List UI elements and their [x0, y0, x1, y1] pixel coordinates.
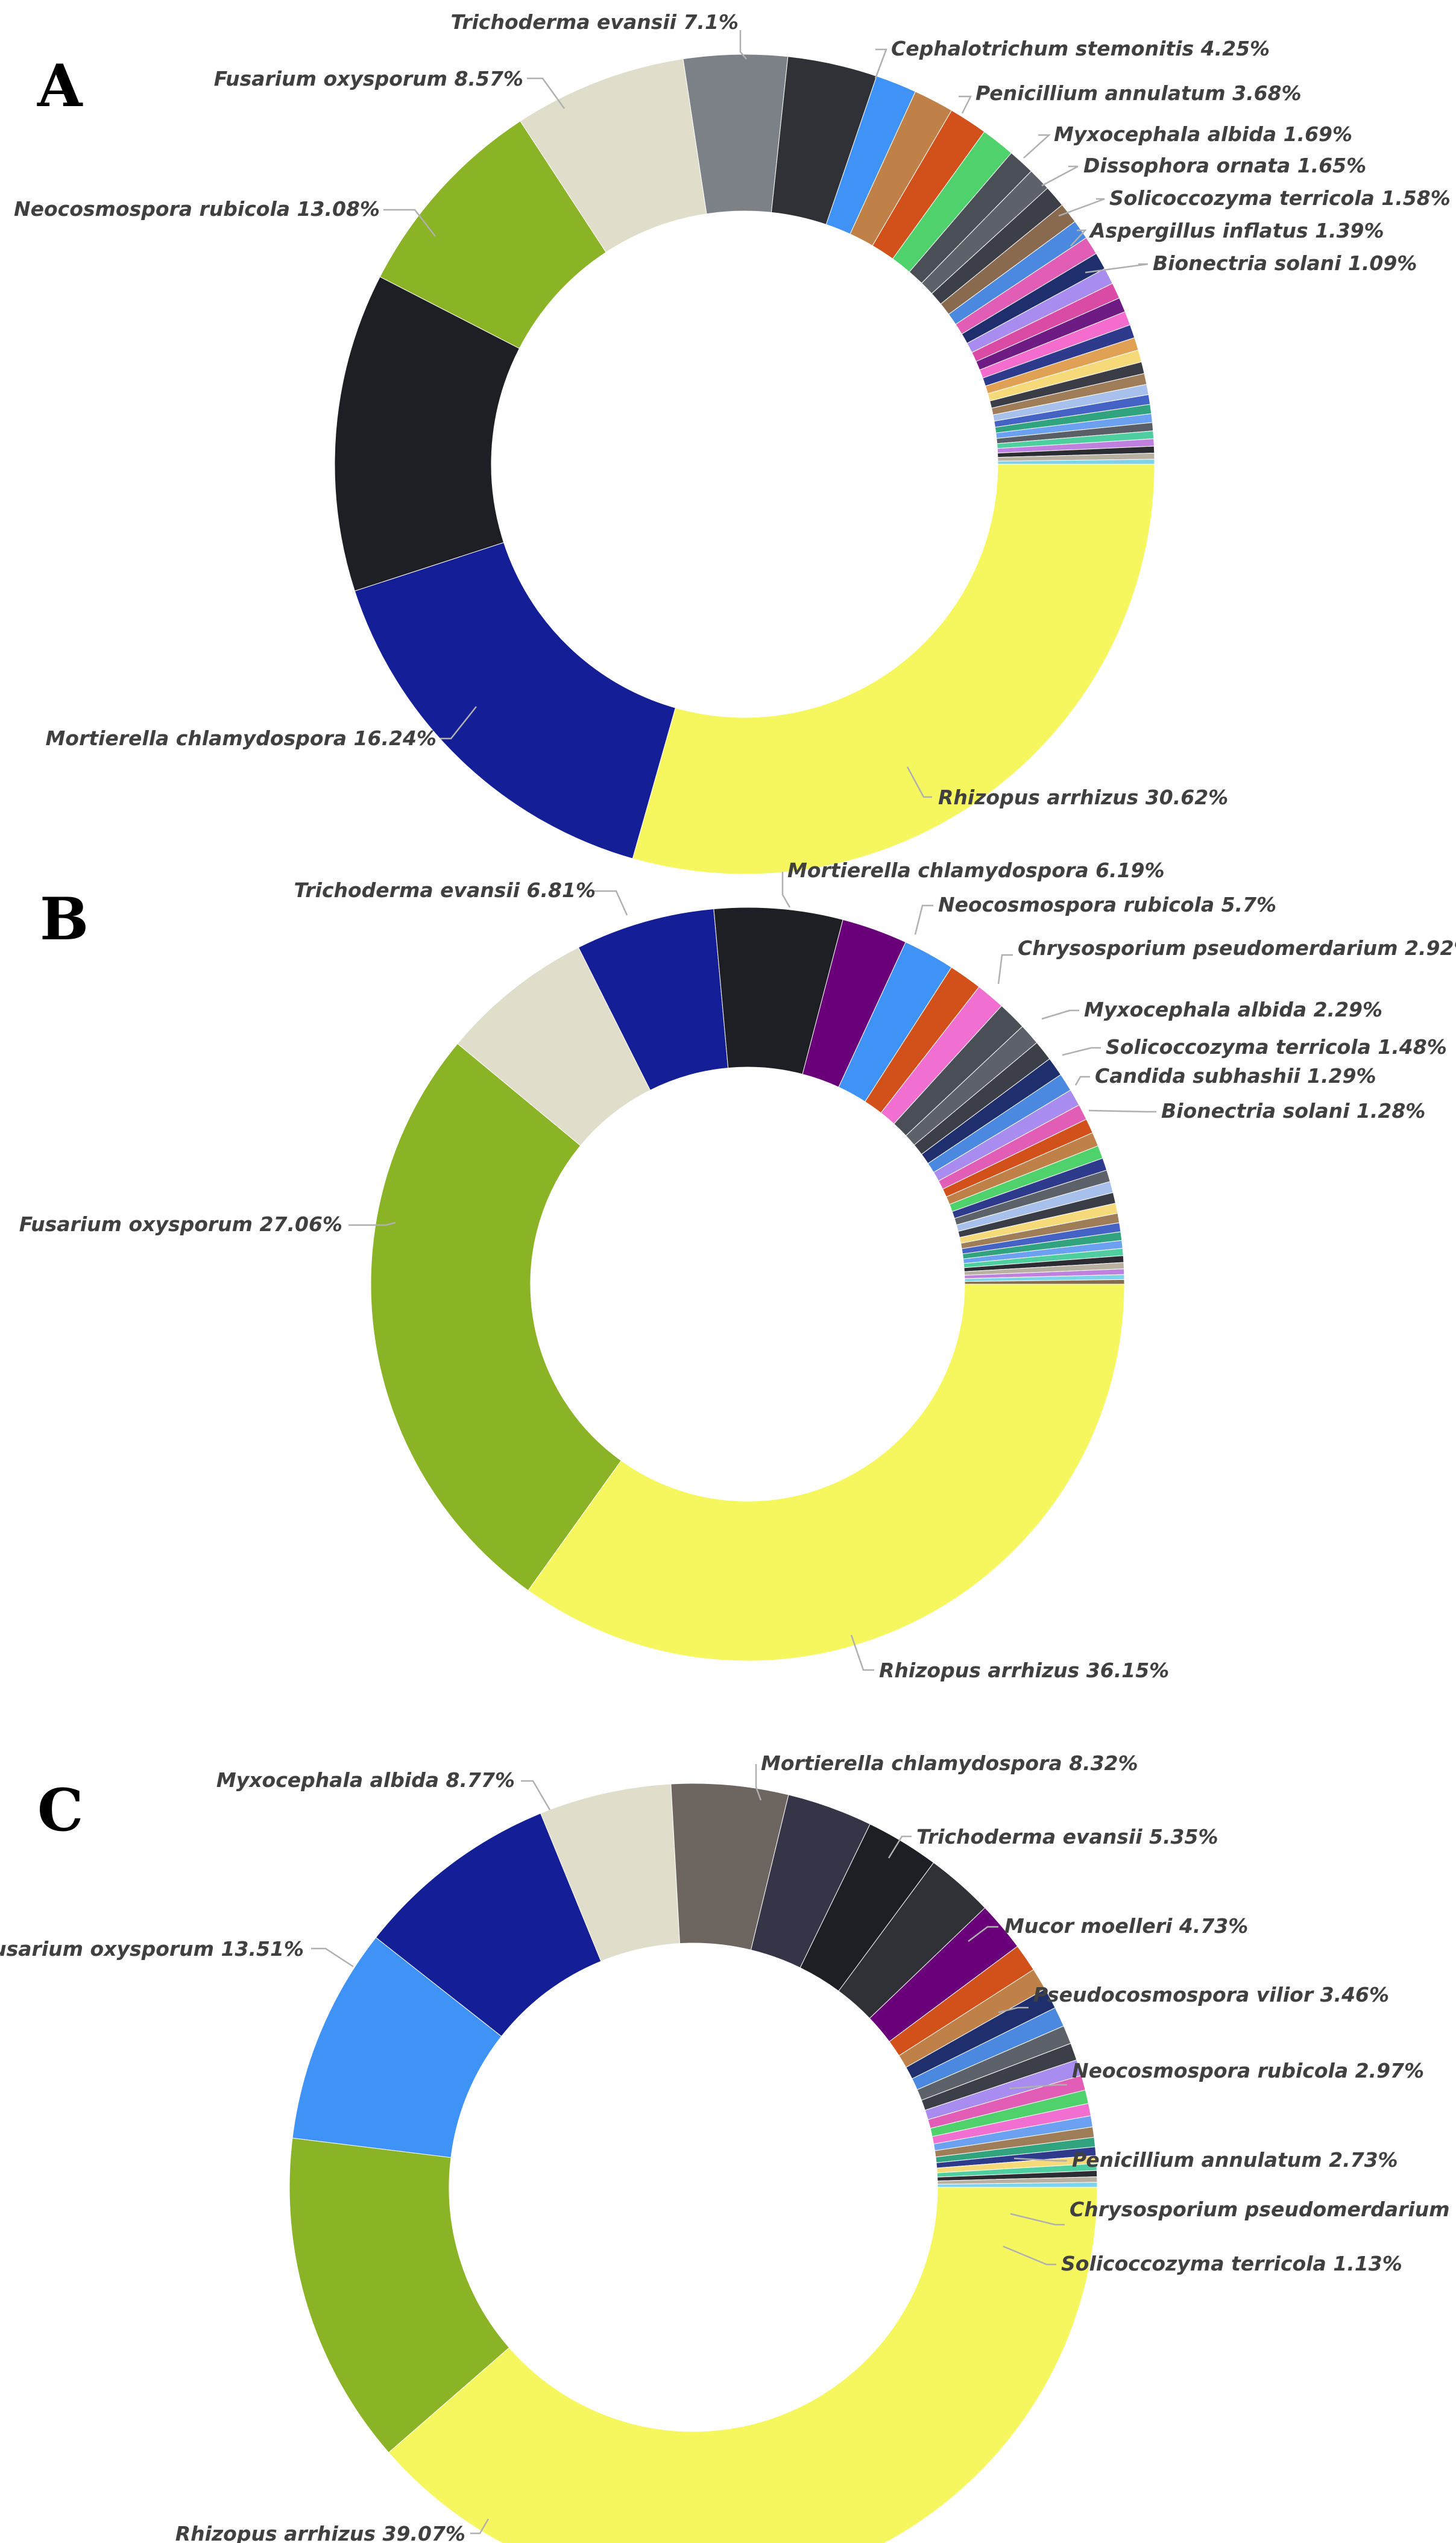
panel-letter-b: B	[40, 885, 89, 953]
leader-line	[1041, 1009, 1079, 1020]
slice-label: Rhizopus arrhizus 36.15%	[879, 1659, 1169, 1682]
panel-a-donut-hole	[491, 211, 998, 717]
leader-line	[527, 77, 566, 109]
leader-line	[440, 706, 477, 740]
slice-label: Mortierella chlamydospora 16.24%	[45, 726, 436, 750]
slice-label: Mortierella chlamydospora 6.19%	[787, 859, 1165, 882]
slice-label: Rhizopus arrhizus 30.62%	[938, 786, 1228, 809]
slice-label: Mucor moelleri 4.73%	[1004, 1914, 1248, 1938]
slice-label: Trichoderma evansii 7.1%	[450, 10, 739, 34]
leader-line	[968, 1926, 998, 1942]
slice-label: Neocosmospora rubicola 13.08%	[14, 197, 380, 221]
leader-line	[592, 890, 628, 916]
panel-a: A Trichoderma evansii 7.1% Cephalotrichu…	[14, 10, 1451, 875]
slice-label: Candida subhashii 1.29%	[1095, 1064, 1376, 1088]
leader-line	[1088, 1109, 1156, 1113]
leader-line	[1041, 165, 1079, 187]
slice-label: Penicillium annulatum 2.73%	[1072, 2148, 1398, 2172]
slice-label: Solicoccozyma terricola 1.48%	[1106, 1035, 1447, 1059]
leader-line	[850, 1634, 874, 1671]
leader-line	[1085, 263, 1149, 274]
leader-line	[311, 1947, 354, 1968]
leader-line	[959, 95, 972, 114]
slice-label: Dissophora ornata 1.65%	[1083, 154, 1366, 177]
leader-line	[914, 904, 933, 935]
slice-label: Solicoccozyma terricola 1.58%	[1109, 186, 1451, 210]
slice-label: Solicoccozyma terricola 1.13%	[1061, 2252, 1402, 2275]
slice-label: Myxocephala albida 1.69%	[1054, 122, 1352, 146]
slice-label: Fusarium oxysporum 13.51%	[0, 1937, 304, 1961]
leader-line	[906, 766, 932, 798]
panel-letter-c: C	[37, 1776, 83, 1844]
slice-label: Bionectria solani 1.28%	[1161, 1099, 1425, 1123]
leader-line	[1010, 2213, 1065, 2226]
slice-label: Trichoderma evansii 5.35%	[916, 1825, 1218, 1848]
slice-label: Neocosmospora rubicola 5.7%	[938, 893, 1276, 916]
slice-label: Aspergillus inflatus 1.39%	[1088, 219, 1384, 242]
leader-line	[521, 1780, 551, 1810]
panel-letter-a: A	[37, 52, 83, 120]
panel-c-donut-hole	[449, 1943, 938, 2431]
slice-label: Fusarium oxysporum 8.57%	[214, 67, 523, 90]
slice-label: Chrysosporium pseudomerdarium 2.01%	[1070, 2198, 1456, 2221]
leader-line	[1062, 1047, 1101, 1056]
leader-line	[739, 30, 747, 60]
leader-line	[998, 2006, 1029, 2014]
slice-label: Penicillium annulatum 3.68%	[975, 81, 1302, 105]
panel-b-slices	[370, 907, 1125, 1662]
panel-c-slices	[289, 1783, 1098, 2543]
slice-label: Bionectria solani 1.09%	[1153, 251, 1417, 275]
slice-label: Rhizopus arrhizus 39.07%	[175, 2522, 465, 2543]
leader-line	[1013, 2157, 1067, 2162]
leader-line	[874, 48, 887, 79]
leader-line	[1023, 134, 1051, 159]
leader-line	[887, 1835, 912, 1859]
slice-label: Mortierella chlamydospora 8.32%	[761, 1751, 1138, 1775]
panel-a-slices	[334, 54, 1155, 875]
panel-b: B Trichoderma evansii 6.81% Mortierella …	[19, 859, 1456, 1682]
slice-label: Myxocephala albida 2.29%	[1084, 998, 1382, 1021]
leader-line	[997, 954, 1013, 985]
slice-label: Trichoderma evansii 6.81%	[294, 878, 596, 902]
slice-label: Fusarium oxysporum 27.06%	[19, 1212, 342, 1236]
panel-c: C Myxocephala albida 8.77% Mortierella c…	[0, 1751, 1456, 2543]
slice-label: Neocosmospora rubicola 2.97%	[1072, 2059, 1424, 2082]
leader-line	[755, 1764, 762, 1801]
leader-line	[470, 2518, 490, 2535]
slice-label: Myxocephala albida 8.77%	[216, 1768, 515, 1792]
leader-line	[1009, 2084, 1067, 2090]
leader-line	[1058, 198, 1105, 217]
leader-line	[781, 872, 791, 908]
slice-label: Cephalotrichum stemonitis 4.25%	[891, 37, 1270, 60]
slice-label: Pseudocosmospora vilior 3.46%	[1033, 1983, 1389, 2006]
panel-b-donut-hole	[531, 1067, 965, 1501]
leader-line	[1074, 1076, 1090, 1086]
leader-line	[1003, 2245, 1056, 2266]
leader-line	[348, 1221, 396, 1226]
leader-line	[383, 209, 436, 237]
slice-label: Chrysosporium pseudomerdarium 2.92%	[1018, 936, 1456, 960]
leader-line	[1070, 229, 1087, 247]
